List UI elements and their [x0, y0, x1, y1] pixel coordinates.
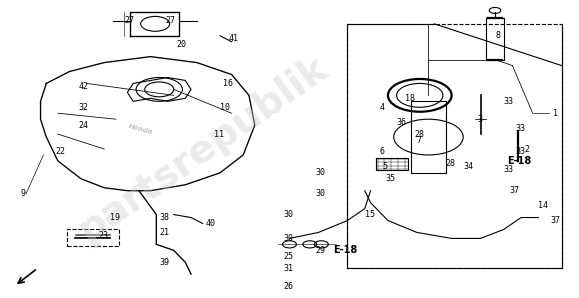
Text: 16: 16: [223, 79, 233, 88]
Text: 9: 9: [20, 189, 25, 198]
Text: 33: 33: [504, 165, 514, 174]
Text: 29: 29: [316, 246, 325, 255]
Text: 1: 1: [553, 109, 558, 118]
Text: E-18: E-18: [333, 245, 357, 255]
Text: 19: 19: [110, 213, 120, 222]
Text: 30: 30: [284, 234, 294, 243]
Text: 22: 22: [55, 148, 65, 156]
Text: 33: 33: [515, 124, 525, 133]
Text: 35: 35: [385, 174, 395, 183]
Text: 38: 38: [159, 213, 169, 222]
Text: 33: 33: [504, 97, 514, 106]
Text: 28: 28: [414, 130, 424, 139]
Text: partsrepublik: partsrepublik: [71, 49, 335, 249]
Text: 21: 21: [159, 228, 169, 237]
FancyBboxPatch shape: [376, 158, 408, 170]
Text: 41: 41: [229, 34, 239, 43]
Text: Honda: Honda: [127, 123, 153, 135]
Text: E-18: E-18: [507, 156, 531, 166]
Text: 30: 30: [316, 168, 325, 177]
Text: 24: 24: [78, 121, 88, 130]
Text: 3: 3: [478, 115, 483, 124]
Text: 20: 20: [177, 40, 186, 49]
Text: 25: 25: [284, 252, 294, 261]
FancyBboxPatch shape: [67, 229, 119, 246]
Text: 33: 33: [515, 148, 525, 156]
Text: 18: 18: [405, 94, 415, 103]
Text: 23: 23: [98, 231, 108, 240]
Text: 10: 10: [220, 103, 230, 112]
Text: 8: 8: [495, 31, 500, 40]
Text: 26: 26: [284, 282, 294, 291]
Text: 2: 2: [524, 145, 529, 153]
Text: 32: 32: [78, 103, 88, 112]
Text: 15: 15: [365, 210, 375, 219]
Text: 37: 37: [510, 186, 519, 195]
Text: 27: 27: [165, 16, 175, 25]
Text: 40: 40: [206, 219, 215, 228]
Text: 28: 28: [446, 159, 456, 168]
Text: 39: 39: [159, 258, 169, 267]
Text: 7: 7: [417, 136, 422, 145]
Text: 34: 34: [463, 162, 473, 171]
Text: 6: 6: [379, 148, 384, 156]
Text: 14: 14: [538, 201, 548, 210]
Text: 42: 42: [78, 82, 88, 91]
Text: 30: 30: [284, 210, 294, 219]
Text: 31: 31: [284, 264, 294, 273]
Text: 37: 37: [550, 216, 560, 225]
Text: 36: 36: [397, 118, 406, 127]
Text: 5: 5: [382, 162, 387, 171]
Text: 30: 30: [316, 189, 325, 198]
Text: 27: 27: [124, 16, 134, 25]
Text: 11: 11: [214, 130, 224, 139]
Text: 4: 4: [379, 103, 384, 112]
